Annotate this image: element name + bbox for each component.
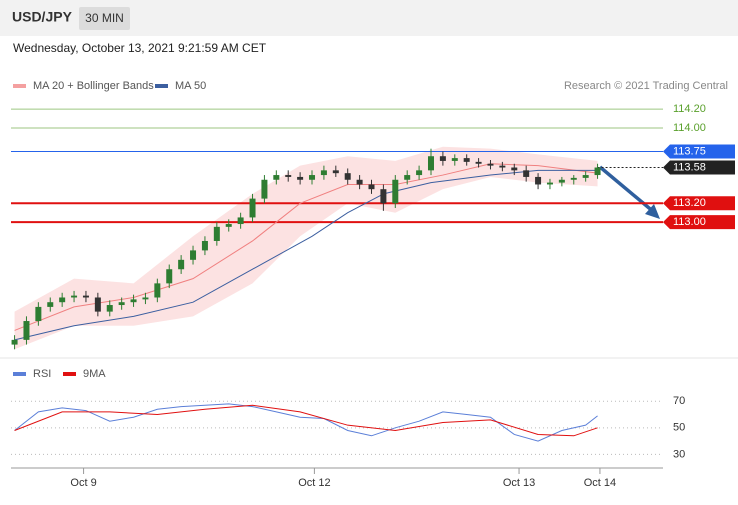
bollinger-band [14, 146, 598, 350]
candle-body [475, 161, 482, 164]
x-tick-label: Oct 12 [298, 477, 330, 489]
x-tick-label: Oct 13 [503, 477, 535, 489]
level-label: 114.00 [673, 122, 706, 134]
candle-body [404, 175, 411, 180]
ma-line [14, 169, 598, 341]
timestamp: Wednesday, October 13, 2021 9:21:59 AM C… [13, 41, 267, 55]
candle-body [273, 175, 280, 180]
candle-body [285, 175, 292, 177]
candle-body [59, 297, 66, 303]
candle-body [178, 259, 185, 270]
legend-swatch [13, 84, 26, 88]
candle-body [416, 170, 423, 176]
candle-body [487, 163, 494, 166]
candle-body [249, 198, 256, 218]
candle-body [392, 179, 399, 204]
legend-swatch [155, 84, 168, 88]
candle-body [535, 176, 542, 185]
candle-body [118, 302, 125, 306]
candle-body [106, 305, 113, 312]
level-label: 114.20 [673, 103, 706, 115]
candle-body [511, 167, 518, 171]
candle-body [380, 189, 387, 204]
candle-body [427, 156, 434, 171]
level-label: 113.00 [673, 216, 706, 228]
candle-body [570, 177, 577, 180]
candle-body [356, 179, 363, 185]
candle-body [594, 167, 601, 176]
legend-swatch [63, 372, 76, 376]
candle-body [499, 165, 506, 168]
projection-arrow [598, 165, 657, 215]
legend-label: MA 50 [175, 80, 206, 92]
arrow-head [645, 204, 660, 219]
interval[interactable]: 30 MIN [85, 11, 124, 25]
indicator-line [14, 403, 598, 442]
candle-body [368, 184, 375, 190]
candle-body [297, 176, 304, 180]
interval-badge[interactable] [79, 7, 130, 30]
candle-body [166, 269, 173, 284]
candle-body [82, 295, 89, 298]
y-tick-label: 30 [673, 448, 685, 460]
credit: Research © 2021 Trading Central [564, 80, 728, 92]
level-label: 113.58 [673, 161, 706, 173]
candle-body [213, 226, 220, 241]
candle-body [558, 179, 565, 183]
symbol: USD/JPY [12, 9, 73, 25]
y-tick-label: 70 [673, 395, 685, 407]
candle-body [332, 170, 339, 174]
candle-body [463, 158, 470, 162]
candle-body [582, 175, 589, 178]
candle-body [439, 156, 446, 161]
candle-body [546, 182, 553, 185]
legend-label: 9MA [83, 368, 106, 380]
candle-body [451, 158, 458, 161]
level-label: 113.75 [673, 145, 706, 157]
candle-body [225, 224, 232, 227]
level-badge [663, 144, 735, 159]
candle-body [320, 170, 327, 176]
indicator-line [14, 404, 598, 437]
x-tick-label: Oct 9 [70, 477, 96, 489]
candle-body [344, 173, 351, 180]
y-tick-label: 50 [673, 422, 685, 434]
legend-label: RSI [33, 368, 51, 380]
candle-body [35, 306, 42, 322]
candle-body [237, 217, 244, 225]
candle-body [130, 299, 137, 303]
legend-label: MA 20 + Bollinger Bands [33, 80, 154, 92]
x-tick-label: Oct 14 [584, 477, 616, 489]
candle-body [11, 339, 18, 345]
level-badge [663, 196, 735, 211]
candle-body [94, 297, 101, 312]
level-badge [663, 215, 735, 230]
candle-body [201, 240, 208, 251]
candle-body [142, 297, 149, 300]
level-badge [663, 160, 735, 175]
candle-body [309, 175, 316, 180]
candle-body [190, 250, 197, 260]
candle-body [47, 302, 54, 307]
legend-swatch [13, 372, 26, 376]
candle-body [23, 321, 30, 340]
candle-body [261, 179, 268, 199]
candle-body [523, 170, 530, 177]
candle-body [154, 283, 161, 298]
candle-body [71, 295, 78, 298]
level-label: 113.20 [673, 197, 706, 209]
ma-line [14, 163, 598, 331]
